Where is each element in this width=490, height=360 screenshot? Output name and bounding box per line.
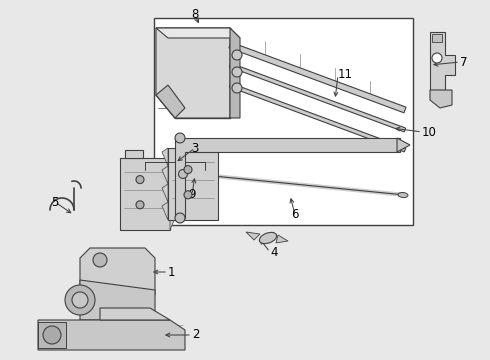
Circle shape <box>93 253 107 267</box>
Polygon shape <box>168 148 218 220</box>
Circle shape <box>184 166 192 174</box>
Polygon shape <box>229 63 406 132</box>
Polygon shape <box>120 158 170 230</box>
Text: 4: 4 <box>270 246 277 258</box>
Bar <box>154 18 413 225</box>
Polygon shape <box>162 166 168 184</box>
Circle shape <box>184 191 192 199</box>
Polygon shape <box>397 138 410 152</box>
Circle shape <box>136 176 144 184</box>
Polygon shape <box>80 248 155 295</box>
Polygon shape <box>276 235 288 243</box>
Polygon shape <box>80 280 155 320</box>
Circle shape <box>43 326 61 344</box>
Text: 8: 8 <box>191 9 198 22</box>
Polygon shape <box>38 320 185 350</box>
Text: 1: 1 <box>168 266 175 279</box>
Text: 7: 7 <box>460 55 467 68</box>
Circle shape <box>175 133 185 143</box>
Text: 2: 2 <box>192 328 199 342</box>
Text: 3: 3 <box>191 141 198 154</box>
Circle shape <box>72 292 88 308</box>
Text: 9: 9 <box>188 189 196 202</box>
Polygon shape <box>170 194 176 212</box>
Polygon shape <box>156 28 230 118</box>
Circle shape <box>178 170 188 179</box>
Ellipse shape <box>259 233 277 244</box>
Polygon shape <box>125 150 143 158</box>
Polygon shape <box>246 232 260 240</box>
Polygon shape <box>156 85 185 118</box>
Text: 10: 10 <box>422 126 437 139</box>
Circle shape <box>432 53 442 63</box>
Circle shape <box>136 201 144 209</box>
Text: 11: 11 <box>338 68 353 81</box>
Circle shape <box>175 213 185 223</box>
Circle shape <box>232 67 242 77</box>
Circle shape <box>232 83 242 93</box>
Polygon shape <box>230 28 240 118</box>
Polygon shape <box>100 308 170 320</box>
Circle shape <box>65 285 95 315</box>
Text: 6: 6 <box>291 208 299 221</box>
Polygon shape <box>430 90 452 108</box>
Polygon shape <box>162 184 168 202</box>
Polygon shape <box>229 42 406 113</box>
Polygon shape <box>170 212 176 230</box>
Polygon shape <box>430 32 455 90</box>
Circle shape <box>232 50 242 60</box>
Polygon shape <box>229 83 406 152</box>
Polygon shape <box>170 176 176 194</box>
Polygon shape <box>156 28 240 38</box>
Polygon shape <box>170 158 176 176</box>
Bar <box>432 34 442 42</box>
Polygon shape <box>196 140 213 148</box>
Bar <box>38 322 66 348</box>
Ellipse shape <box>398 193 408 198</box>
Polygon shape <box>162 202 168 220</box>
Polygon shape <box>162 148 168 166</box>
Text: 5: 5 <box>51 195 59 208</box>
Polygon shape <box>175 138 400 218</box>
